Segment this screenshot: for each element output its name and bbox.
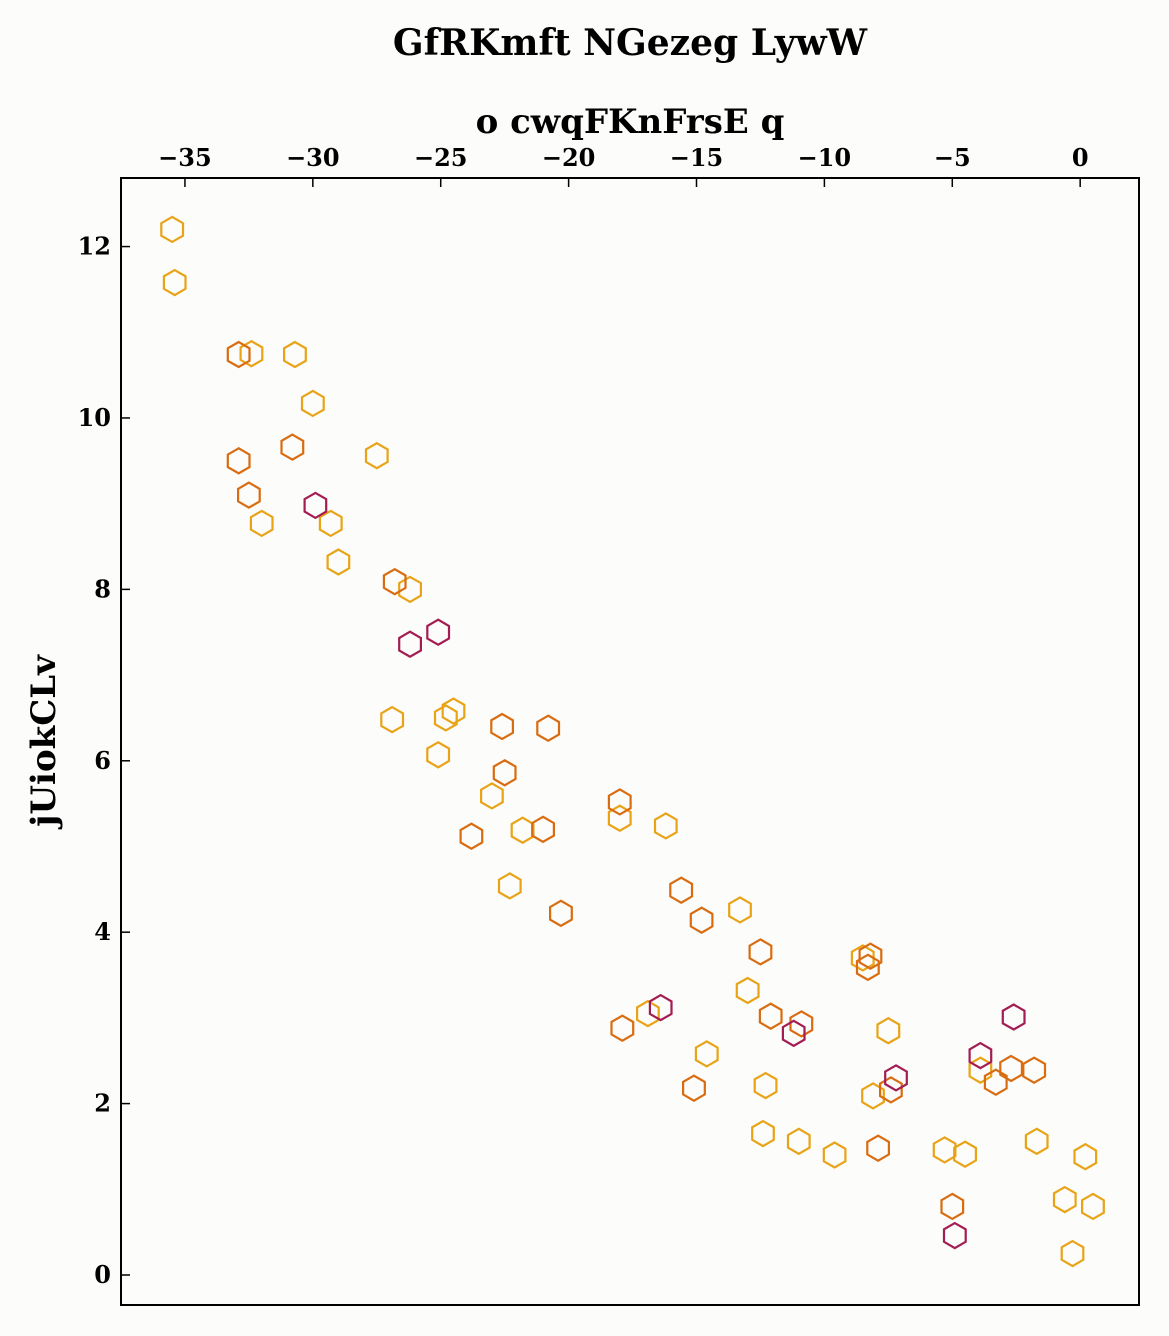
y-axis-label: jUiokCLv bbox=[24, 654, 64, 830]
data-point bbox=[226, 447, 251, 475]
data-point bbox=[1022, 1056, 1047, 1084]
x-tick-label: −10 bbox=[798, 143, 852, 172]
data-point bbox=[681, 1074, 706, 1102]
data-point bbox=[953, 1140, 978, 1168]
data-point bbox=[694, 1040, 719, 1068]
data-point bbox=[433, 704, 458, 732]
data-point bbox=[382, 567, 407, 596]
data-point bbox=[1073, 1142, 1098, 1171]
data-point bbox=[653, 812, 678, 840]
data-points bbox=[160, 215, 1105, 1268]
x-tick-label: −30 bbox=[286, 143, 340, 172]
data-point bbox=[1024, 1127, 1049, 1156]
data-point bbox=[283, 340, 307, 369]
data-point bbox=[510, 816, 535, 844]
x-tick-label: 0 bbox=[1072, 143, 1089, 172]
data-point bbox=[480, 782, 504, 810]
data-point bbox=[237, 481, 261, 509]
data-point bbox=[398, 630, 422, 658]
data-point bbox=[318, 509, 343, 538]
data-point bbox=[364, 441, 389, 470]
data-point bbox=[786, 1127, 811, 1156]
data-point bbox=[1052, 1185, 1077, 1214]
data-point bbox=[548, 899, 573, 928]
x-tick-label: −35 bbox=[158, 143, 212, 172]
data-point bbox=[669, 876, 694, 904]
data-point bbox=[789, 1010, 814, 1038]
data-point bbox=[441, 697, 466, 725]
data-point bbox=[607, 804, 632, 832]
data-point bbox=[781, 1019, 806, 1048]
data-point bbox=[492, 759, 517, 787]
data-point bbox=[459, 822, 484, 850]
data-point bbox=[689, 906, 714, 934]
data-point bbox=[226, 340, 251, 369]
y-tick-label: 0 bbox=[94, 1260, 111, 1289]
data-point bbox=[1001, 1003, 1026, 1031]
data-point bbox=[300, 389, 325, 418]
x-tick-label: −20 bbox=[542, 143, 596, 172]
data-point bbox=[426, 618, 451, 646]
data-point bbox=[748, 938, 773, 966]
chart-title: GfRKmft NGezeg LywW bbox=[393, 22, 868, 64]
data-point bbox=[884, 1064, 908, 1092]
data-point bbox=[999, 1054, 1024, 1083]
y-tick-label: 12 bbox=[78, 232, 111, 261]
data-point bbox=[855, 953, 880, 982]
data-point bbox=[426, 741, 451, 769]
data-point bbox=[735, 976, 760, 1005]
data-point bbox=[635, 999, 660, 1028]
data-point bbox=[758, 1002, 783, 1030]
data-point bbox=[876, 1016, 901, 1045]
data-point bbox=[610, 1014, 635, 1042]
data-point bbox=[239, 339, 264, 368]
data-point bbox=[940, 1192, 965, 1221]
data-point bbox=[968, 1056, 993, 1084]
data-point bbox=[380, 705, 405, 734]
y-tick-label: 10 bbox=[78, 403, 111, 432]
data-point bbox=[162, 268, 187, 297]
data-point bbox=[1080, 1192, 1105, 1221]
data-point bbox=[398, 575, 422, 604]
data-point bbox=[983, 1068, 1008, 1096]
plot-frame bbox=[120, 177, 1140, 1306]
y-tick-label: 4 bbox=[94, 917, 111, 946]
y-tick-label: 2 bbox=[94, 1089, 111, 1118]
data-point bbox=[607, 788, 632, 816]
data-point bbox=[497, 872, 522, 900]
data-point bbox=[536, 714, 561, 742]
x-tick-label: −25 bbox=[414, 143, 468, 172]
data-point bbox=[878, 1076, 903, 1104]
data-point bbox=[249, 509, 274, 538]
data-point bbox=[822, 1141, 847, 1169]
data-point bbox=[861, 1082, 885, 1110]
data-point bbox=[326, 548, 351, 576]
data-point bbox=[751, 1119, 775, 1148]
x-tick-label: −15 bbox=[670, 143, 724, 172]
y-tick-label: 6 bbox=[94, 746, 111, 775]
data-point bbox=[303, 491, 328, 520]
data-point bbox=[728, 896, 752, 924]
x-tick-label: −5 bbox=[934, 143, 971, 172]
data-point bbox=[753, 1071, 778, 1100]
data-point bbox=[490, 712, 515, 741]
data-point bbox=[866, 1134, 891, 1162]
data-point bbox=[531, 815, 556, 844]
data-point bbox=[648, 993, 673, 1022]
data-point bbox=[280, 433, 305, 461]
data-point bbox=[858, 942, 883, 970]
data-point bbox=[942, 1221, 967, 1250]
y-tick-label: 8 bbox=[94, 574, 111, 603]
data-point bbox=[850, 944, 875, 972]
data-point bbox=[160, 215, 185, 244]
data-point bbox=[968, 1041, 993, 1070]
data-point bbox=[932, 1136, 957, 1164]
x-axis-label: o cwqFKnFrsE q bbox=[476, 102, 785, 142]
data-point bbox=[1060, 1239, 1085, 1268]
axis-ticks: −35 −30 −25 −20 −15 −10 −5 0 0 2 4 6 8 10 12 bbox=[78, 143, 1089, 1289]
